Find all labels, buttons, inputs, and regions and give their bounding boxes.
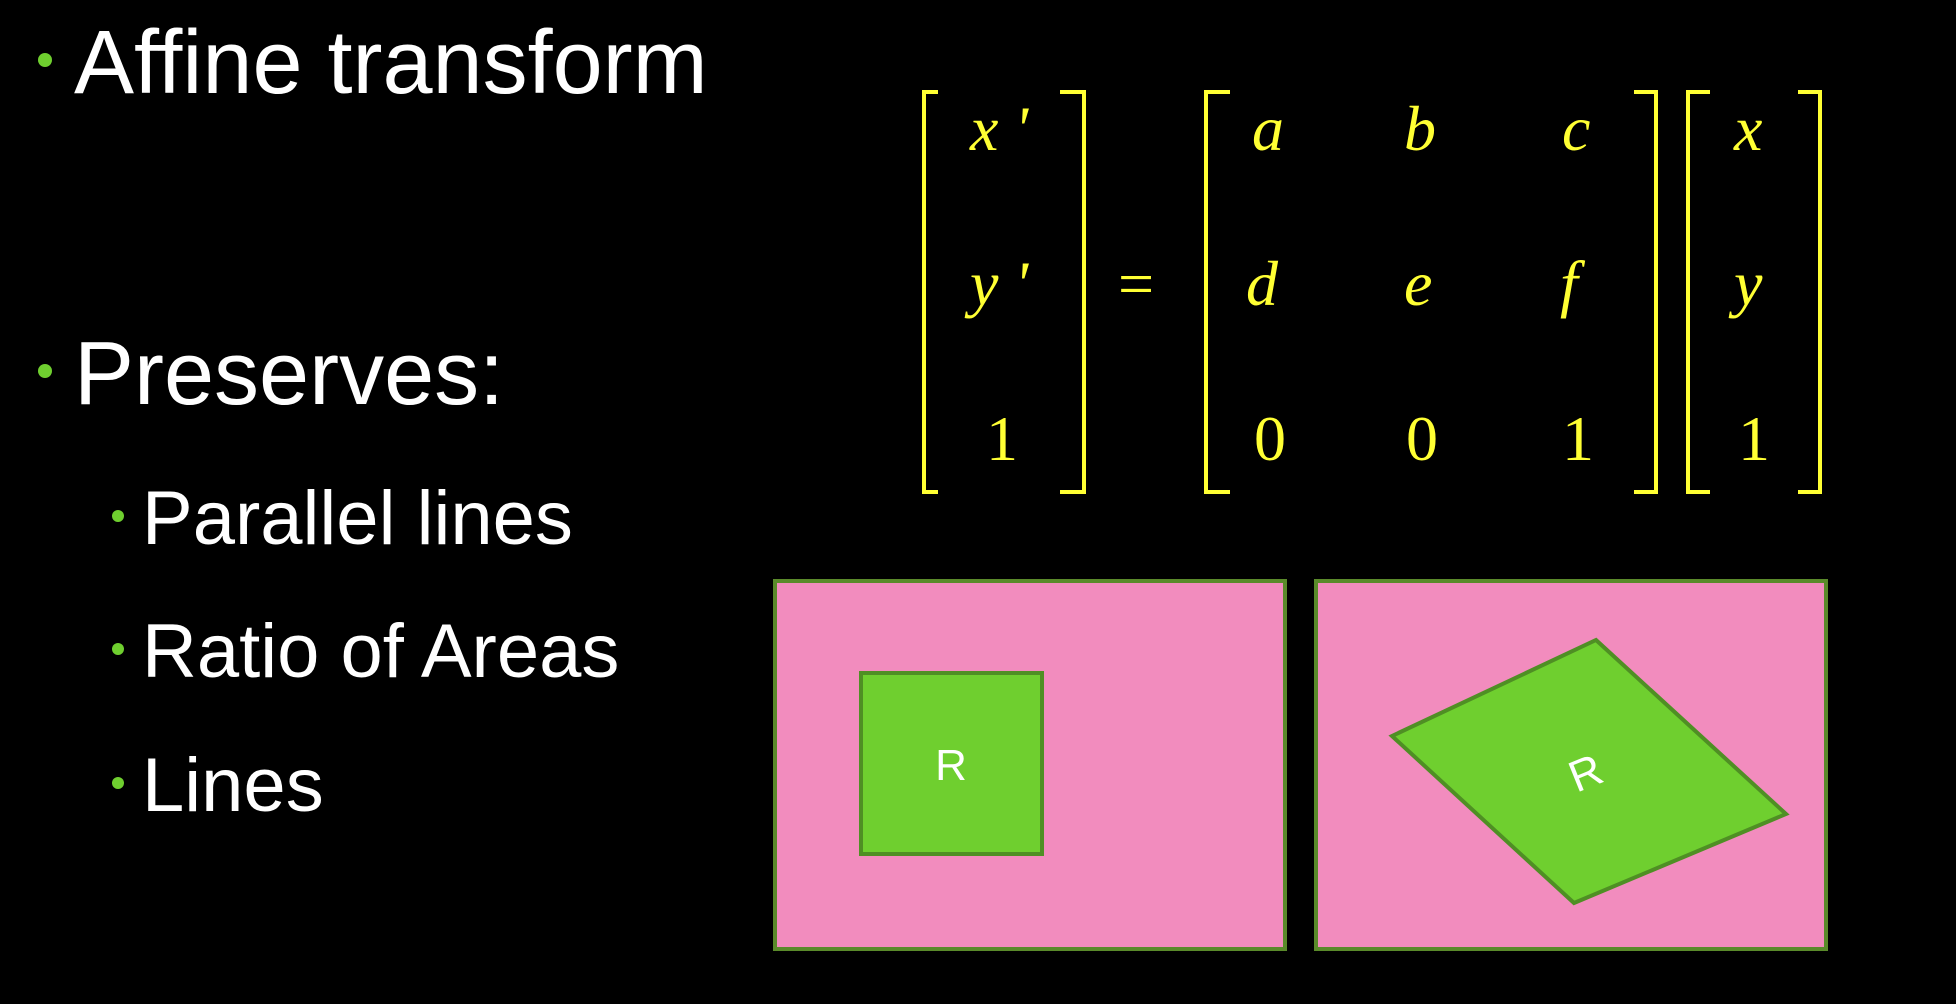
- matrix-right-bracket: [1634, 90, 1658, 494]
- matrix-1: 1: [1562, 403, 1594, 474]
- equals-sign: =: [1118, 248, 1154, 319]
- matrix-0-1: 0: [1406, 403, 1438, 474]
- rhs-left-bracket: [1686, 90, 1710, 494]
- item-text: Ratio of Areas: [142, 609, 620, 694]
- bullet-affine-transform: Affine transform: [38, 12, 708, 115]
- lhs-one: 1: [986, 403, 1018, 474]
- rhs-x: x: [1733, 93, 1762, 164]
- matrix-a: a: [1252, 93, 1284, 164]
- bullet-preserves: Preserves:: [38, 323, 504, 426]
- left-r-label: R: [935, 741, 967, 790]
- left-square-r: [859, 671, 1044, 856]
- rhs-y: y: [1728, 248, 1763, 319]
- matrix-c: c: [1562, 93, 1590, 164]
- title-text: Affine transform: [74, 13, 708, 113]
- bullet-ratio-of-areas: Ratio of Areas: [112, 608, 619, 695]
- bullet-dot-icon: [112, 643, 124, 655]
- item-text: Parallel lines: [142, 476, 573, 561]
- lhs-y-prime: y ': [964, 248, 1029, 319]
- matrix-b: b: [1404, 93, 1436, 164]
- lhs-left-bracket: [922, 90, 938, 494]
- rhs-one: 1: [1738, 403, 1770, 474]
- bullet-dot-icon: [112, 777, 124, 789]
- matrix-e: e: [1404, 248, 1432, 319]
- preserves-text: Preserves:: [74, 324, 505, 424]
- item-text: Lines: [142, 743, 324, 828]
- rhs-right-bracket: [1798, 90, 1822, 494]
- matrix-d: d: [1246, 248, 1279, 319]
- bullet-dot-icon: [112, 510, 124, 522]
- matrix-left-bracket: [1204, 90, 1230, 494]
- bullet-lines: Lines: [112, 742, 324, 829]
- matrix-0-0: 0: [1254, 403, 1286, 474]
- lhs-x-prime: x ': [969, 93, 1029, 164]
- lhs-right-bracket: [1060, 90, 1086, 494]
- bullet-dot-icon: [38, 364, 52, 378]
- right-transformed-shape-r: [1388, 637, 1790, 906]
- bullet-parallel-lines: Parallel lines: [112, 475, 573, 562]
- bullet-dot-icon: [38, 53, 52, 67]
